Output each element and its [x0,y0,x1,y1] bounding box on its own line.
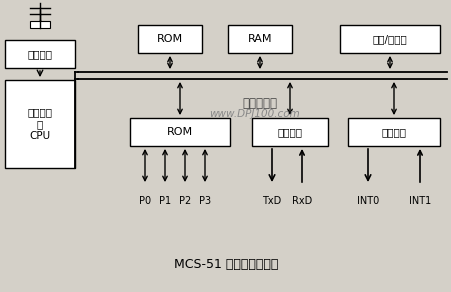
Text: 单片机之家: 单片机之家 [242,96,277,110]
Text: P0: P0 [138,196,151,206]
Bar [227,25,291,53]
Bar [30,21,50,28]
Bar [339,25,439,53]
Text: RxD: RxD [291,196,312,206]
Text: P3: P3 [198,196,211,206]
Text: MCS-51 单片机结构框图: MCS-51 单片机结构框图 [174,258,277,272]
Bar [252,118,327,146]
Text: INT1: INT1 [408,196,430,206]
Text: P1: P1 [159,196,170,206]
Text: TxD: TxD [262,196,281,206]
Text: 中断系统: 中断系统 [381,127,405,137]
Bar [130,118,230,146]
Text: www.DPJ100.com: www.DPJ100.com [209,109,300,119]
Bar [5,40,75,68]
Bar [5,80,75,168]
Text: ROM: ROM [156,34,183,44]
Bar [138,25,202,53]
Text: 串行接口: 串行接口 [277,127,302,137]
Text: RAM: RAM [247,34,272,44]
Text: 时钟电路: 时钟电路 [28,49,52,59]
Text: 中央处理
器
CPU: 中央处理 器 CPU [28,107,52,141]
Bar [347,118,439,146]
Text: 定时/计算器: 定时/计算器 [372,34,406,44]
Text: ROM: ROM [166,127,193,137]
Text: INT0: INT0 [356,196,378,206]
Text: P2: P2 [179,196,191,206]
